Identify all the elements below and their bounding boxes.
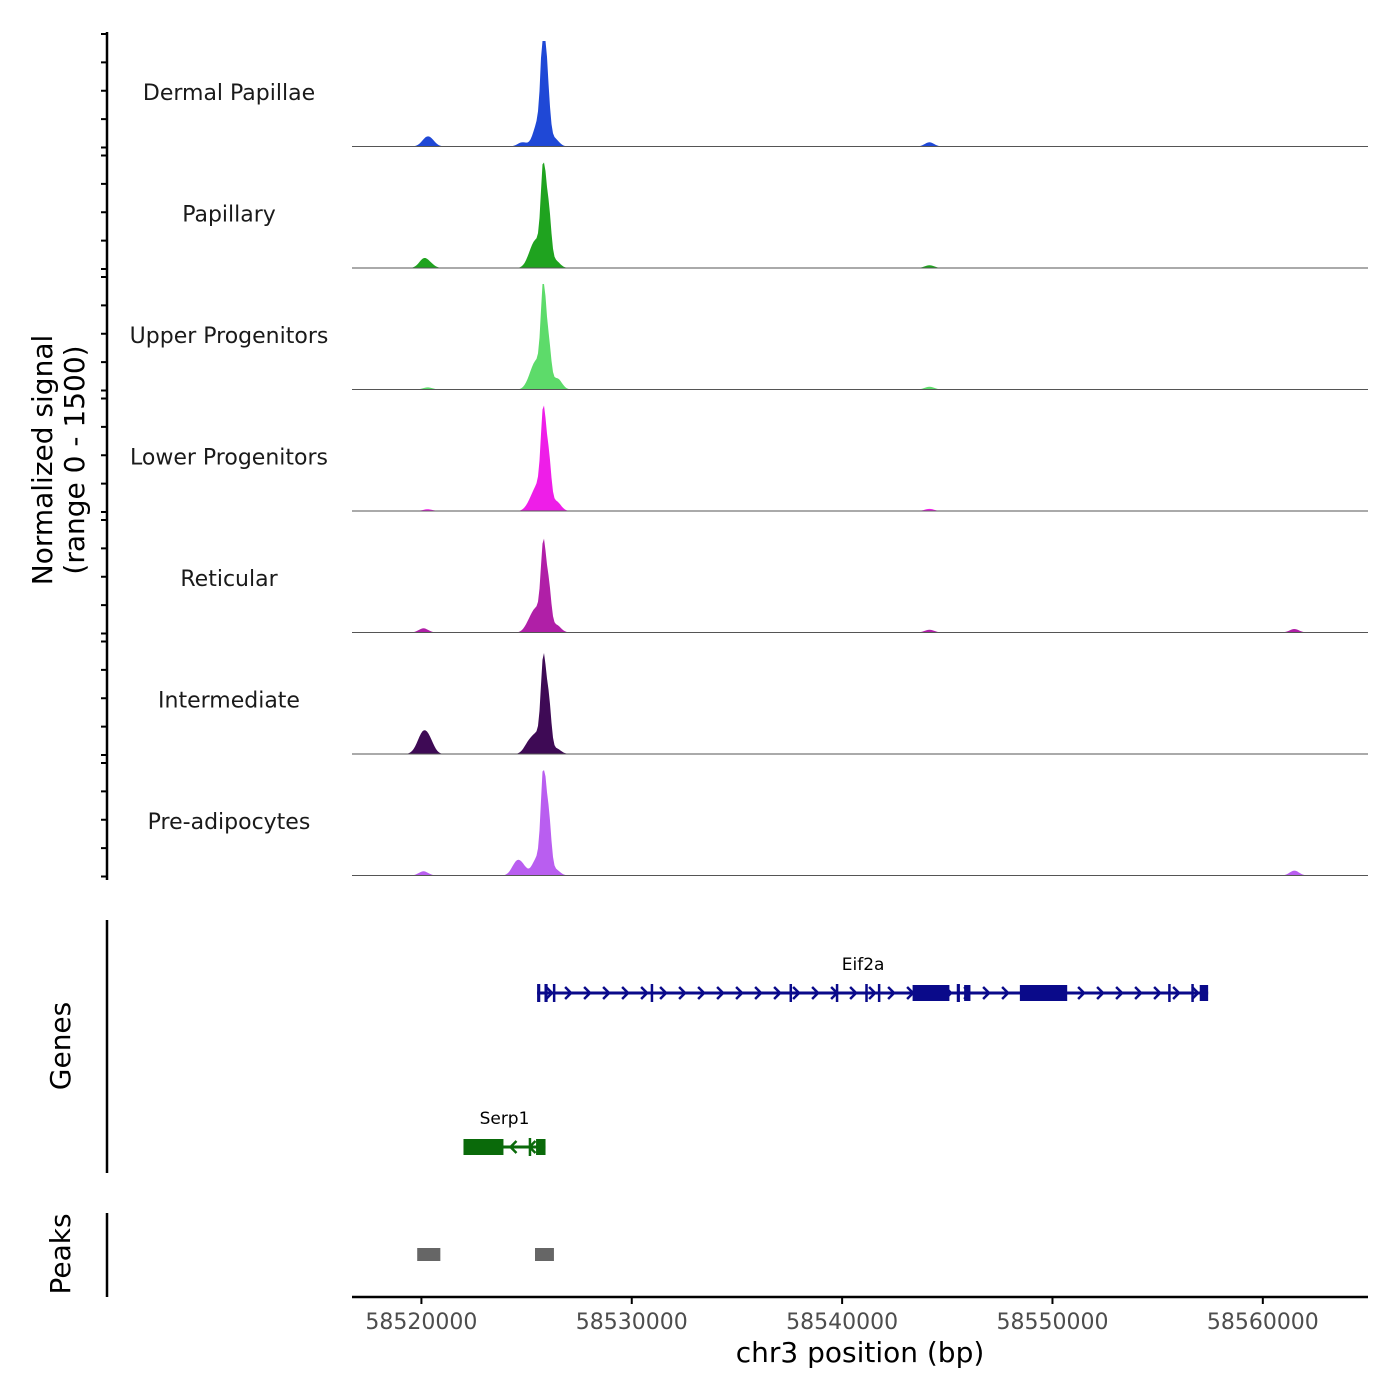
track-label-4: Reticular: [180, 567, 278, 592]
y-axis-title-line2: (range 0 - 1500): [58, 345, 91, 574]
gene-exon: [544, 984, 548, 1002]
gene-strand-arrow: [868, 986, 877, 1000]
gene-exon: [1199, 985, 1209, 1001]
gene-strand-arrow: [640, 986, 649, 1000]
coverage-area-2: [352, 284, 1368, 390]
coverage-area-3: [352, 405, 1368, 511]
gene-strand-arrow: [1077, 986, 1086, 1000]
gene-strand-arrow: [849, 986, 858, 1000]
gene-exon: [1191, 984, 1194, 1002]
gene-strand-arrow: [754, 986, 763, 1000]
gene-strand-arrow: [697, 986, 706, 1000]
gene-strand-arrow: [583, 986, 592, 1000]
gene-exon: [877, 984, 881, 1002]
gene-exon: [650, 984, 654, 1002]
peaks-axis-title: Peaks: [44, 1213, 77, 1294]
x-tick-label: 58520000: [365, 1310, 477, 1335]
gene-strand-arrow: [811, 986, 820, 1000]
x-tick-label: 58560000: [1207, 1310, 1319, 1335]
gene-exon: [865, 984, 868, 1002]
gene-strand-arrow: [1001, 986, 1010, 1000]
gene-strand-arrow: [621, 986, 630, 1000]
gene-exon: [789, 984, 793, 1002]
coverage-area-4: [352, 538, 1368, 633]
coverage-area-6: [352, 770, 1368, 876]
gene-exon: [536, 1139, 546, 1155]
coverage-area-1: [352, 162, 1368, 268]
track-label-6: Pre-adipocytes: [148, 810, 311, 835]
gene-strand-arrow: [508, 1140, 518, 1154]
gene-exon: [956, 984, 960, 1002]
gene-label-0: Eif2a: [842, 955, 885, 975]
gene-exon: [835, 984, 839, 1002]
coverage-area-0: [352, 41, 1368, 147]
gene-strand-arrow: [1191, 986, 1200, 1000]
gene-strand-arrow: [602, 986, 611, 1000]
gene-exon: [537, 984, 541, 1002]
gene-strand-arrow: [659, 986, 668, 1000]
gene-strand-arrow: [564, 986, 573, 1000]
gene-strand-arrow: [887, 986, 896, 1000]
coverage-area-5: [352, 653, 1368, 754]
gene-exon: [1019, 985, 1068, 1001]
peak-region-0: [417, 1248, 441, 1261]
gene-exon: [1168, 984, 1171, 1002]
gene-strand-arrow: [1134, 986, 1143, 1000]
x-tick-label: 58540000: [786, 1310, 898, 1335]
x-tick-label: 58550000: [996, 1310, 1108, 1335]
gene-exon: [528, 1138, 532, 1156]
gene-exon: [912, 985, 950, 1001]
gene-strand-arrow: [1096, 986, 1105, 1000]
gene-strand-arrow: [1153, 986, 1162, 1000]
track-label-1: Papillary: [182, 203, 276, 228]
track-label-0: Dermal Papillae: [143, 81, 315, 106]
gene-label-1: Serp1: [480, 1109, 530, 1129]
y-axis-title-line1: Normalized signal: [26, 335, 59, 586]
x-tick-label: 58530000: [576, 1310, 688, 1335]
gene-exon: [552, 984, 556, 1002]
gene-strand-arrow: [1115, 986, 1124, 1000]
gene-exon: [964, 985, 971, 1001]
gene-strand-arrow: [545, 986, 554, 1000]
peak-region-1: [535, 1248, 554, 1261]
track-label-5: Intermediate: [158, 689, 300, 714]
gene-strand-arrow: [982, 986, 991, 1000]
gene-strand-arrow: [735, 986, 744, 1000]
gene-strand-arrow: [773, 986, 782, 1000]
gene-strand-arrow: [678, 986, 687, 1000]
gene-strand-arrow: [716, 986, 725, 1000]
gene-exon: [463, 1139, 504, 1155]
x-axis-title: chr3 position (bp): [736, 1336, 985, 1369]
track-label-2: Upper Progenitors: [130, 324, 329, 349]
genes-axis-title: Genes: [44, 1002, 77, 1090]
track-label-3: Lower Progenitors: [130, 446, 328, 471]
gene-strand-arrow: [792, 986, 801, 1000]
gene-strand-arrow: [1172, 986, 1181, 1000]
